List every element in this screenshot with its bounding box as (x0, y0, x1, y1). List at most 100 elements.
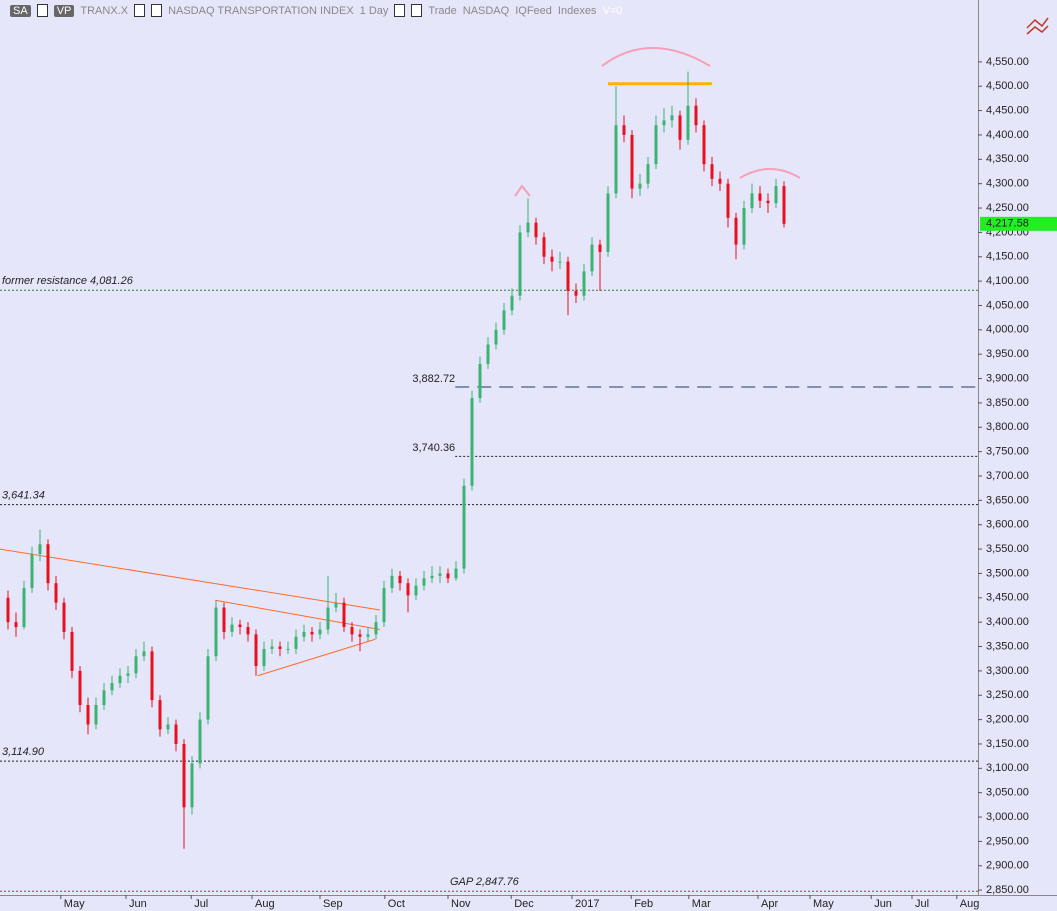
candle-body (454, 568, 458, 579)
y-tick-label: 2,900.00 (986, 860, 1029, 872)
y-tick-label: 3,350.00 (986, 640, 1029, 652)
candle-body (750, 193, 754, 209)
candle-body (630, 134, 634, 189)
candle-body (102, 690, 106, 705)
peak-arc (514, 184, 531, 197)
candle-body (278, 646, 282, 649)
candle-body (342, 602, 346, 628)
price-axis-panel (978, 0, 1057, 911)
candle-body (382, 588, 386, 623)
candle-body (286, 648, 290, 650)
candle-body (742, 208, 746, 245)
level-label: 3,114.90 (2, 746, 45, 758)
trendline (257, 638, 376, 677)
level-label: former resistance 4,081.26 (2, 275, 134, 287)
candle-body (406, 583, 410, 596)
badge[interactable]: VP (53, 4, 75, 17)
candle-body (358, 634, 362, 637)
x-tick-label: Jun (874, 898, 892, 910)
candle-body (446, 573, 450, 579)
y-tick-label: 3,650.00 (986, 494, 1029, 506)
y-tick-label: 4,150.00 (986, 251, 1029, 263)
candle-body (414, 585, 418, 596)
candle-body (78, 670, 82, 705)
candle-body (118, 675, 122, 684)
y-tick-label: 3,900.00 (986, 372, 1029, 384)
candle-body (374, 622, 378, 635)
candle-body (598, 244, 602, 252)
y-tick-label: 3,400.00 (986, 616, 1029, 628)
candle-body (158, 700, 162, 730)
y-tick-label: 4,400.00 (986, 129, 1029, 141)
x-tick-label: Dec (514, 898, 534, 910)
y-tick-label: 3,600.00 (986, 519, 1029, 531)
candle-body (230, 624, 234, 632)
y-tick-label: 4,450.00 (986, 105, 1029, 117)
y-tick-label: 3,950.00 (986, 348, 1029, 360)
dropdown[interactable] (151, 4, 163, 17)
candle-body (94, 704, 98, 725)
candle-body (6, 597, 10, 623)
candle-body (206, 656, 210, 720)
candle-body (38, 544, 42, 554)
candle-body (518, 232, 522, 296)
dropdown[interactable] (36, 4, 48, 17)
y-tick-label: 3,850.00 (986, 397, 1029, 409)
candle-body (350, 627, 354, 635)
y-tick-label: 4,350.00 (986, 153, 1029, 165)
candle-body (318, 629, 322, 635)
volume: V=0 (602, 4, 623, 17)
dropdown[interactable] (394, 4, 406, 17)
y-tick-label: 3,150.00 (986, 738, 1029, 750)
feed: IQFeed (515, 4, 552, 17)
candle-body (366, 634, 370, 637)
x-tick-label: Jul (194, 898, 208, 910)
x-tick-label: Jul (915, 898, 929, 910)
interval: 1 Day (359, 4, 389, 17)
x-tick-label: Feb (634, 898, 653, 910)
y-tick-label: 3,500.00 (986, 567, 1029, 579)
level-label: 3,882.72 (412, 373, 455, 385)
candle-body (566, 261, 570, 291)
candle-body (246, 627, 250, 635)
candle-body (654, 125, 658, 165)
candle-body (758, 193, 762, 201)
y-tick-label: 4,500.00 (986, 80, 1029, 92)
level-label: 3,740.36 (412, 442, 455, 454)
candle-body (62, 602, 66, 632)
candle-body (694, 105, 698, 126)
badge[interactable]: SA (10, 4, 31, 17)
candle-body (222, 607, 226, 632)
y-tick-label: 3,750.00 (986, 446, 1029, 458)
x-tick-label: 2017 (575, 898, 599, 910)
x-tick-label: Sep (323, 898, 343, 910)
dropdown[interactable] (134, 4, 146, 17)
y-tick-label: 4,050.00 (986, 299, 1029, 311)
y-tick-label: 3,700.00 (986, 470, 1029, 482)
candle-body (166, 724, 170, 730)
candle-body (310, 631, 314, 635)
candle-body (70, 631, 74, 671)
candle-body (494, 329, 498, 345)
x-tick-label: Jun (129, 898, 147, 910)
candle-body (134, 656, 138, 674)
candle-body (542, 237, 546, 257)
chart-icon[interactable] (1026, 17, 1049, 35)
y-tick-label: 4,000.00 (986, 324, 1029, 336)
candle-body (462, 485, 466, 569)
candle-body (478, 363, 482, 399)
y-tick-label: 3,200.00 (986, 714, 1029, 726)
y-tick-label: 3,800.00 (986, 421, 1029, 433)
candle-body (174, 724, 178, 744)
level-label: 3,641.34 (2, 489, 45, 501)
candle-body (30, 553, 34, 589)
candle-body (22, 588, 26, 628)
dropdown[interactable] (411, 4, 423, 17)
candle-body (686, 105, 690, 140)
candle-body (670, 115, 674, 121)
x-tick-label: May (813, 898, 834, 910)
candle-body (782, 186, 786, 224)
candle-body (54, 583, 58, 603)
candle-body (126, 673, 130, 676)
